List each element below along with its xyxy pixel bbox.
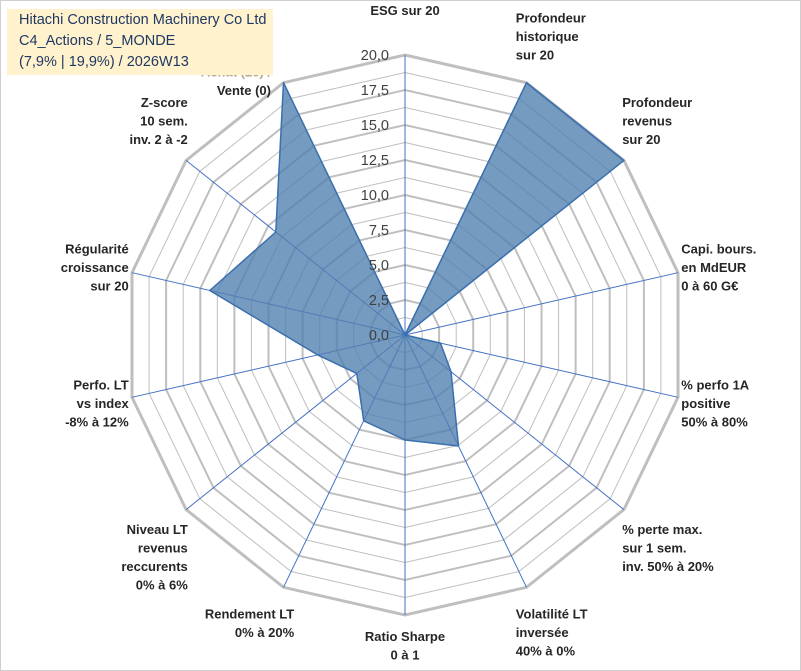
tick-label: 10,0 [361,188,389,204]
axis-label: Profondeur revenus sur 20 [622,95,692,147]
axis-label: Niveau LT revenus reccurents 0% à 6% [121,522,188,593]
chart-title-category: C4_Actions / 5_MONDE [19,33,176,49]
radial-tick-labels: 0,0 2,5 5,0 7,5 10,0 12,5 15,0 17,5 20,0 [361,48,389,344]
tick-label: 2,5 [369,293,389,309]
chart-title-company: Hitachi Construction Machinery Co Ltd [19,12,267,28]
tick-label: 5,0 [369,258,389,274]
tick-label: 17,5 [361,83,389,99]
axis-spoke [404,272,679,336]
tick-label: 12,5 [361,153,389,169]
axis-label: Volatilité LT inversée 40% à 0% [516,607,588,659]
axis-label: NoteESG sur 20 [370,1,439,18]
axis-label: Rendement LT 0% à 20% [205,607,295,641]
axis-label: Perfo. LT vs index -8% à 12% [65,378,129,430]
chart-title-box: Hitachi Construction Machinery Co Ltd C4… [7,9,273,75]
axis-label: % perte max. sur 1 sem. inv. 50% à 20% [622,522,714,574]
chart-title-period: (7,9% | 19,9%) / 2026W13 [19,54,189,70]
tick-label: 7,5 [369,223,389,239]
tick-label: 20,0 [361,48,389,64]
axis-label: Ratio Sharpe 0 à 1 [365,629,445,663]
tick-label: 0,0 [369,328,389,344]
axis-label: Régularité croissance sur 20 [61,241,129,293]
radar-series [209,81,625,447]
axis-label: Capi. bours. en MdEUR 0 à 60 G€ [681,241,756,293]
axis-label: Z-score 10 sem. inv. 2 à -2 [130,95,188,147]
axis-label: % perfo 1A positive 50% à 80% [681,378,750,430]
axis-spoke [404,334,679,398]
tick-label: 15,0 [361,118,389,134]
axis-label: Profondeur historique sur 20 [516,10,586,62]
radar-series-layer [209,81,625,447]
